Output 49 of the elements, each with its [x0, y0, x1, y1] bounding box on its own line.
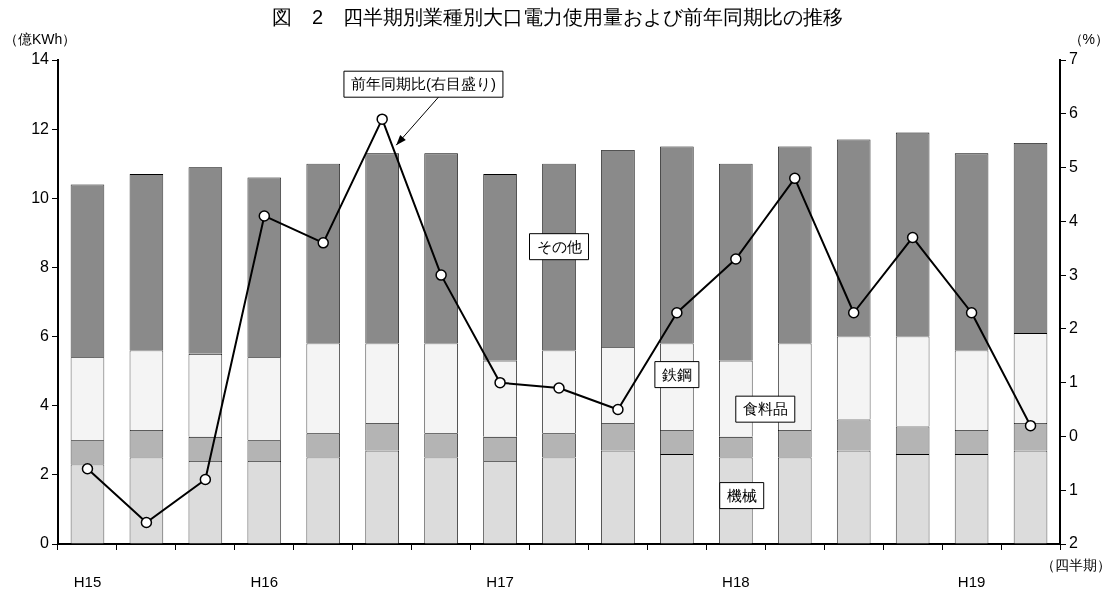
- y2-tick-label: 7: [1069, 50, 1078, 68]
- y2-tick-label: 1: [1069, 480, 1078, 498]
- point: [435, 269, 447, 281]
- point: [258, 210, 271, 222]
- point: [376, 113, 388, 125]
- point: [553, 382, 565, 394]
- point: [1024, 419, 1037, 432]
- y-tick-label: 14: [31, 50, 50, 68]
- point: [494, 376, 506, 389]
- y2-axis-title: （%）: [1068, 31, 1109, 47]
- y2-tick-label: 3: [1069, 265, 1078, 283]
- series-label: 鉄鋼: [661, 365, 692, 383]
- text: 前年同期比(右目盛り): [350, 75, 496, 93]
- y-tick-label: 6: [40, 326, 50, 344]
- x-tick-label: H19: [957, 573, 986, 591]
- series-label: 機械: [726, 486, 757, 504]
- y-tick-label: 4: [40, 396, 50, 414]
- x-tick-label: H17: [486, 573, 514, 591]
- x-axis-title: （四半期）: [1041, 557, 1111, 573]
- x-tick-label: H16: [250, 573, 279, 591]
- y-axis-title: （億KWh）: [4, 31, 77, 47]
- y-tick-label: 8: [40, 257, 50, 275]
- series-label: その他: [536, 237, 582, 255]
- point: [847, 307, 860, 319]
- y2-tick-label: 2: [1069, 534, 1078, 552]
- y-tick-label: 12: [31, 119, 50, 137]
- point: [730, 253, 742, 265]
- x-tick-label: H18: [722, 573, 750, 591]
- point: [965, 307, 978, 319]
- y2-tick-label: 4: [1069, 211, 1078, 229]
- point: [671, 307, 683, 319]
- y-tick-label: 2: [40, 465, 50, 483]
- point: [199, 473, 212, 486]
- point: [906, 231, 919, 244]
- y-tick-label: 10: [31, 188, 50, 206]
- y2-tick-label: 2: [1069, 319, 1078, 337]
- x-tick-label: H15: [73, 573, 102, 591]
- point: [140, 516, 153, 529]
- point: [789, 172, 801, 185]
- y2-tick-label: 1: [1069, 373, 1078, 391]
- chart-title: 図 2 四半期別業種別大口電力使用量および前年同期比の推移: [271, 6, 844, 28]
- point: [81, 462, 94, 475]
- y2-tick-label: 6: [1069, 104, 1078, 122]
- y2-tick-label: 5: [1069, 157, 1078, 175]
- point: [317, 237, 329, 249]
- point: [612, 403, 624, 416]
- y2-tick-label: 0: [1069, 426, 1078, 444]
- y-tick-label: 0: [40, 534, 50, 552]
- series-label: 食料品: [742, 400, 788, 418]
